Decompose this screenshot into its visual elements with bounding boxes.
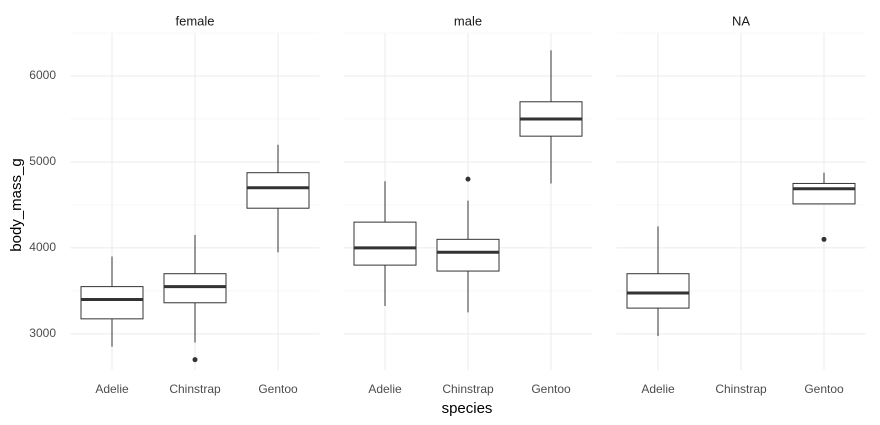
box [246, 172, 310, 209]
x-tick-label: Adelie [95, 382, 129, 396]
box [163, 273, 227, 304]
outlier [465, 176, 471, 182]
y-tick-label: 6000 [29, 68, 56, 82]
x-tick-label: Chinstrap [169, 382, 221, 396]
x-axis-title: species [442, 400, 493, 417]
facet-title: female [175, 13, 214, 28]
y-tick-label: 4000 [29, 240, 56, 254]
facet-title: NA [732, 13, 750, 28]
x-tick-label: Gentoo [531, 382, 571, 396]
box [792, 182, 856, 205]
x-tick-label: Gentoo [258, 382, 298, 396]
x-tick-label: Gentoo [804, 382, 844, 396]
y-tick-label: 3000 [29, 326, 56, 340]
x-tick-label: Adelie [368, 382, 402, 396]
x-tick-label: Adelie [641, 382, 675, 396]
outlier [821, 236, 827, 242]
y-axis-title: body_mass_g [8, 158, 25, 251]
y-tick-label: 5000 [29, 154, 56, 168]
x-tick-label: Chinstrap [442, 382, 494, 396]
outlier [192, 357, 198, 363]
box [353, 221, 417, 266]
x-tick-label: Chinstrap [715, 382, 767, 396]
facet-title: male [454, 13, 482, 28]
box [626, 273, 690, 309]
box [80, 286, 144, 320]
box [436, 238, 500, 272]
